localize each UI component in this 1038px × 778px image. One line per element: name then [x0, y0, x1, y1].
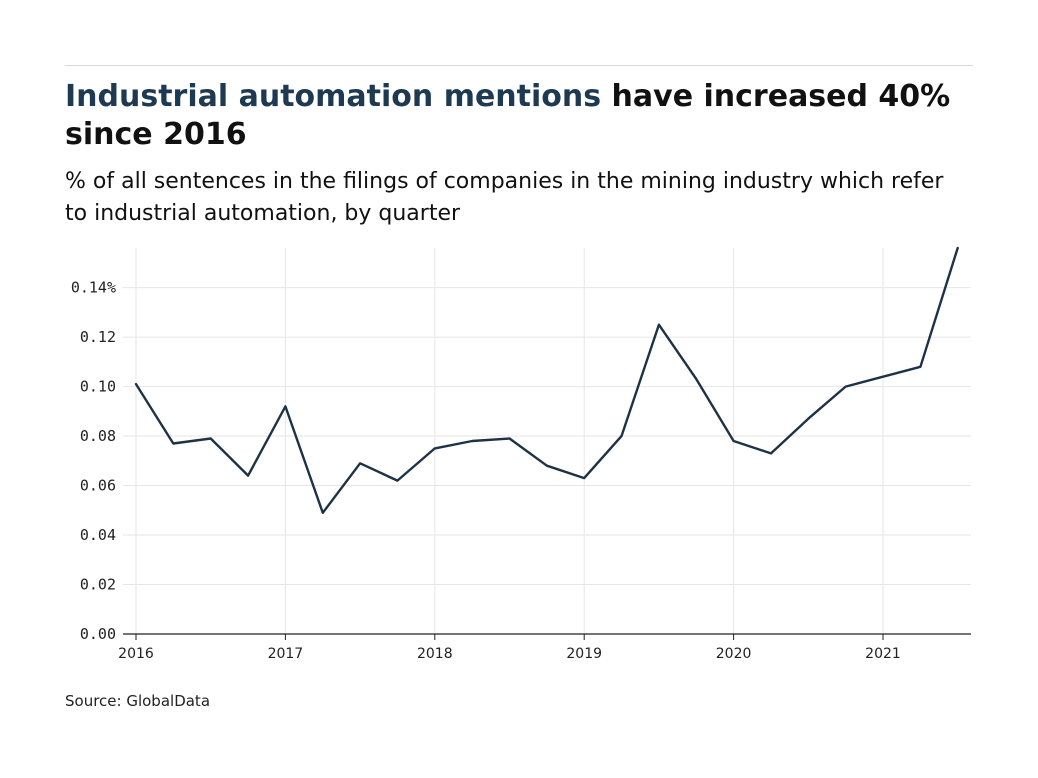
chart-subtitle: % of all sentences in the filings of com…: [65, 169, 944, 226]
y-tick-label: 0.02: [80, 576, 116, 594]
data-point: [620, 434, 624, 438]
x-tick-label: 2018: [417, 646, 453, 662]
series-line: [134, 246, 959, 514]
y-tick-label: 0.00: [80, 625, 116, 643]
data-point: [657, 323, 661, 327]
data-point: [956, 246, 960, 250]
series-layer: [134, 246, 960, 515]
title-highlight: Industrial automation mentions: [65, 79, 602, 114]
title-rest: have increased 40% since 2016: [65, 79, 951, 152]
y-tick-label: 0.10: [80, 378, 116, 396]
data-point: [732, 439, 736, 443]
data-point: [433, 446, 437, 450]
data-point: [358, 461, 362, 465]
x-tick-label: 2021: [865, 646, 901, 662]
data-point: [582, 476, 586, 480]
data-point: [283, 404, 287, 408]
x-tick-label: 2016: [118, 646, 154, 662]
y-tick-label: 0.04: [80, 526, 116, 544]
chart-title: Industrial automation mentions have incr…: [65, 78, 965, 154]
data-point: [209, 437, 213, 441]
y-tick-label: 0.12: [80, 328, 116, 346]
y-tick-label: 0.14%: [71, 279, 116, 297]
data-point: [881, 375, 885, 379]
x-tick-label: 2017: [268, 646, 304, 662]
data-point: [470, 439, 474, 443]
line-chart: 0.00 0.02 0.04 0.06 0.08 0.10 0.12 0.14% 2016 201…: [71, 246, 971, 662]
data-point: [171, 441, 175, 445]
data-point: [918, 365, 922, 369]
data-point: [321, 511, 325, 515]
y-tick-label: 0.08: [80, 427, 116, 445]
data-point: [545, 464, 549, 468]
y-tick-label: 0.06: [80, 477, 116, 495]
source-note: Source: GlobalData: [65, 692, 211, 710]
data-point: [508, 437, 512, 441]
data-point: [694, 377, 698, 381]
data-point: [134, 382, 138, 386]
data-point: [395, 479, 399, 483]
data-point: [246, 474, 250, 478]
axis-layer: 0.00 0.02 0.04 0.06 0.08 0.10 0.12 0.14% 2016 201…: [71, 279, 971, 662]
data-point: [806, 417, 810, 421]
top-divider: [65, 65, 973, 66]
x-tick-label: 2019: [566, 646, 602, 662]
grid-layer: [123, 248, 971, 634]
x-tick-label: 2020: [716, 646, 752, 662]
data-point: [844, 385, 848, 389]
data-point: [769, 451, 773, 455]
